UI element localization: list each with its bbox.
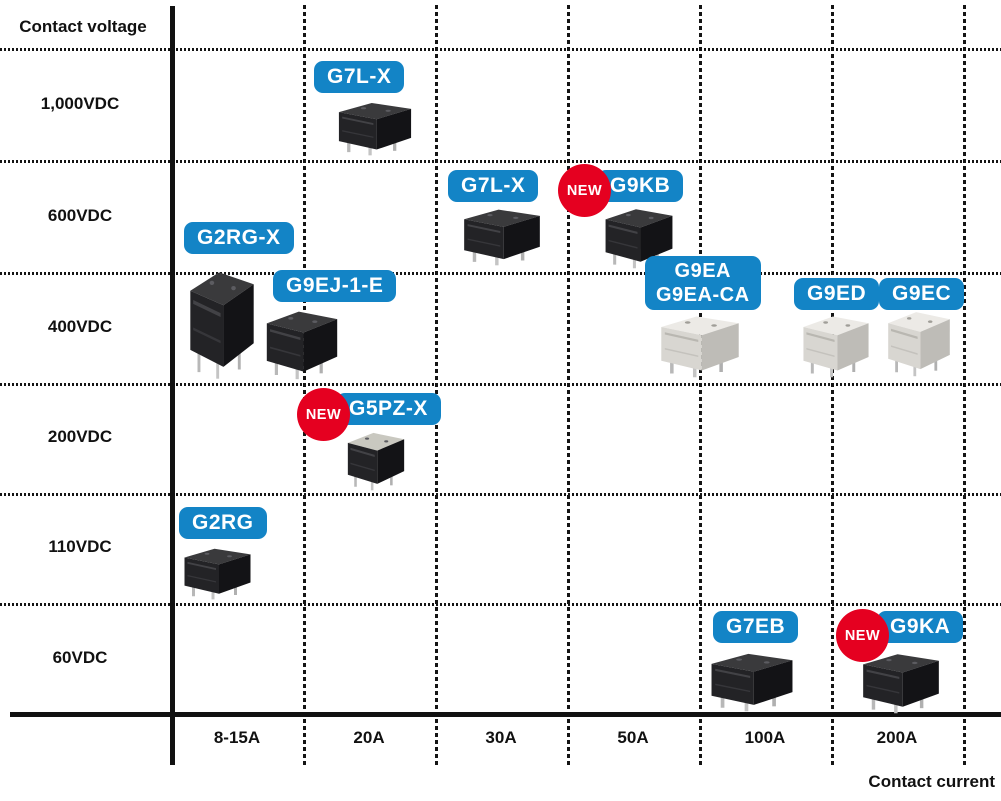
product-chip-g7l-x-600vdc[interactable]: G7L-X [448,170,539,202]
product-label: G9KB [610,174,671,197]
relay-image-g5pz-x [344,423,408,491]
x-tick-8-15a: 8-15A [213,728,261,747]
relay-image-g9ea [656,306,744,378]
grid-row-line-3 [0,272,1001,275]
grid-col-line-1 [303,5,306,767]
grid-row-line-2 [0,160,1001,163]
y-tick-60vdc: 60VDC [52,648,108,667]
relay-image-g7eb [706,644,798,712]
x-tick-50a: 50A [617,728,649,747]
product-chip-g9ec[interactable]: G9EC [879,278,965,310]
y-tick-1000vdc: 1,000VDC [40,94,120,113]
product-chip-g9ka[interactable]: G9KA [877,611,964,643]
y-tick-600vdc: 600VDC [47,206,113,225]
product-chip-g2rg[interactable]: G2RG [179,507,267,539]
grid-col-line-5 [831,5,834,767]
y-axis-title: Contact voltage [19,17,147,36]
product-chip-g9ea-g9ea-ca[interactable]: G9EA G9EA-CA [645,256,761,310]
product-label: G9ED [807,282,867,305]
new-badge-g9ka: NEW [836,609,889,662]
grid-col-line-6 [963,5,966,767]
product-chip-g9kb[interactable]: G9KB [597,170,684,202]
product-label: G5PZ-X [349,397,428,420]
grid-col-line-3 [567,5,570,767]
relay-image-g7l-x-1000vdc [334,94,416,156]
x-tick-100a: 100A [744,728,786,747]
product-chip-g5pz-x[interactable]: G5PZ-X [336,393,441,425]
product-label: G7L-X [461,174,526,197]
product-chip-g7eb[interactable]: G7EB [713,611,799,643]
grid-col-line-4 [699,5,702,767]
product-chip-g9ed[interactable]: G9ED [794,278,880,310]
y-tick-200vdc: 200VDC [47,427,113,446]
grid-row-line-4 [0,383,1001,386]
x-axis-title: Contact current [868,772,995,791]
new-badge-g9kb: NEW [558,164,611,217]
relay-image-g9ed [799,306,873,378]
product-label: G9EC [892,282,952,305]
product-label: G9EJ-1-E [286,274,384,297]
grid-row-line-5 [0,493,1001,496]
x-tick-30a: 30A [485,728,517,747]
y-tick-400vdc: 400VDC [47,317,113,336]
product-label: G2RG [192,511,254,534]
y-tick-110vdc: 110VDC [48,537,112,556]
relay-image-g2rg [180,540,255,600]
grid-col-line-2 [435,5,438,767]
product-label-line1: G9EA [674,260,731,282]
x-axis-line [10,712,1001,717]
relay-image-g2rg-x [186,254,258,380]
y-axis-line [170,6,175,765]
relay-image-g9ej-1-e [262,300,342,380]
x-tick-20a: 20A [353,728,385,747]
relay-image-g9ec [884,301,954,377]
product-chip-g9ej-1-e[interactable]: G9EJ-1-E [273,270,397,302]
product-label: G7L-X [327,65,392,88]
product-label-line2: G9EA-CA [656,284,750,306]
relay-image-g7l-x-600vdc [459,200,545,266]
product-label: G9KA [890,615,951,638]
x-tick-200a: 200A [876,728,918,747]
grid-row-line-1 [0,48,1001,51]
product-chip-g2rg-x[interactable]: G2RG-X [184,222,294,254]
product-chip-g7l-x-1000vdc[interactable]: G7L-X [314,61,405,93]
product-label: G7EB [726,615,786,638]
new-badge-g5pz-x: NEW [297,388,350,441]
grid-row-line-6 [0,603,1001,606]
product-label: G2RG-X [197,226,281,249]
